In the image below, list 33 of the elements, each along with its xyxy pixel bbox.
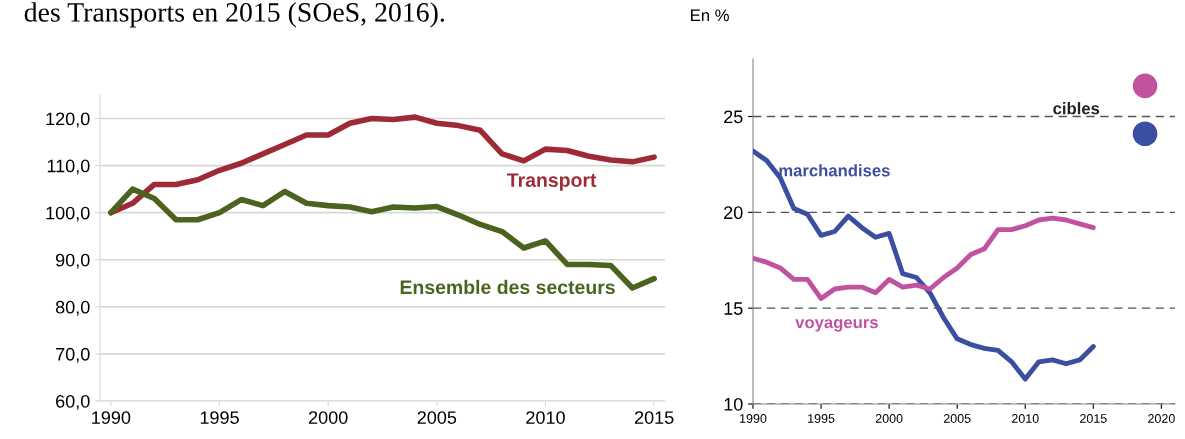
y-tick-label: 80,0 bbox=[55, 300, 90, 316]
annotation: cibles bbox=[1053, 102, 1100, 115]
x-tick-label: 2005 bbox=[417, 411, 457, 424]
y-tick-label: 15 bbox=[724, 302, 743, 315]
y-tick-label: 25 bbox=[724, 110, 743, 124]
series-label: marchandises bbox=[779, 164, 890, 177]
y-tick-label: 120,0 bbox=[46, 112, 90, 128]
line-series bbox=[753, 148, 1096, 382]
x-tick-label: 2015 bbox=[1080, 414, 1107, 423]
x-tick-label: 2010 bbox=[1011, 414, 1039, 423]
x-tick-label: 2010 bbox=[526, 411, 565, 424]
line-series bbox=[753, 215, 1096, 302]
x-tick-label: 1990 bbox=[740, 414, 767, 423]
x-tick-label: 2000 bbox=[309, 411, 348, 424]
y-tick-label: 90,0 bbox=[55, 253, 90, 269]
x-tick-label: 1995 bbox=[200, 411, 239, 424]
y-tick-label: 70,0 bbox=[56, 347, 90, 363]
y-tick-label: 20 bbox=[724, 206, 743, 220]
x-tick-label: 2000 bbox=[875, 414, 903, 423]
x-tick-label: 2020 bbox=[1148, 414, 1175, 423]
y-axis-title: En % bbox=[691, 9, 729, 22]
y-tick-label: 100,0 bbox=[46, 206, 90, 222]
y-tick-label: 10 bbox=[724, 397, 743, 411]
y-tick-label: 110,0 bbox=[47, 159, 90, 175]
series-label: Ensemble des secteurs bbox=[400, 279, 615, 295]
x-tick-label: 2015 bbox=[634, 411, 674, 424]
x-tick-label: 1990 bbox=[92, 411, 131, 424]
x-tick-label: 1995 bbox=[808, 414, 835, 423]
series-label: voyageurs bbox=[795, 319, 878, 332]
series-label: Transport bbox=[507, 173, 597, 191]
y-tick-label: 60,0 bbox=[56, 394, 90, 410]
text: des Transports en 2015 (SOeS, 2016). bbox=[24, 2, 444, 28]
x-tick-label: 2005 bbox=[943, 414, 971, 423]
